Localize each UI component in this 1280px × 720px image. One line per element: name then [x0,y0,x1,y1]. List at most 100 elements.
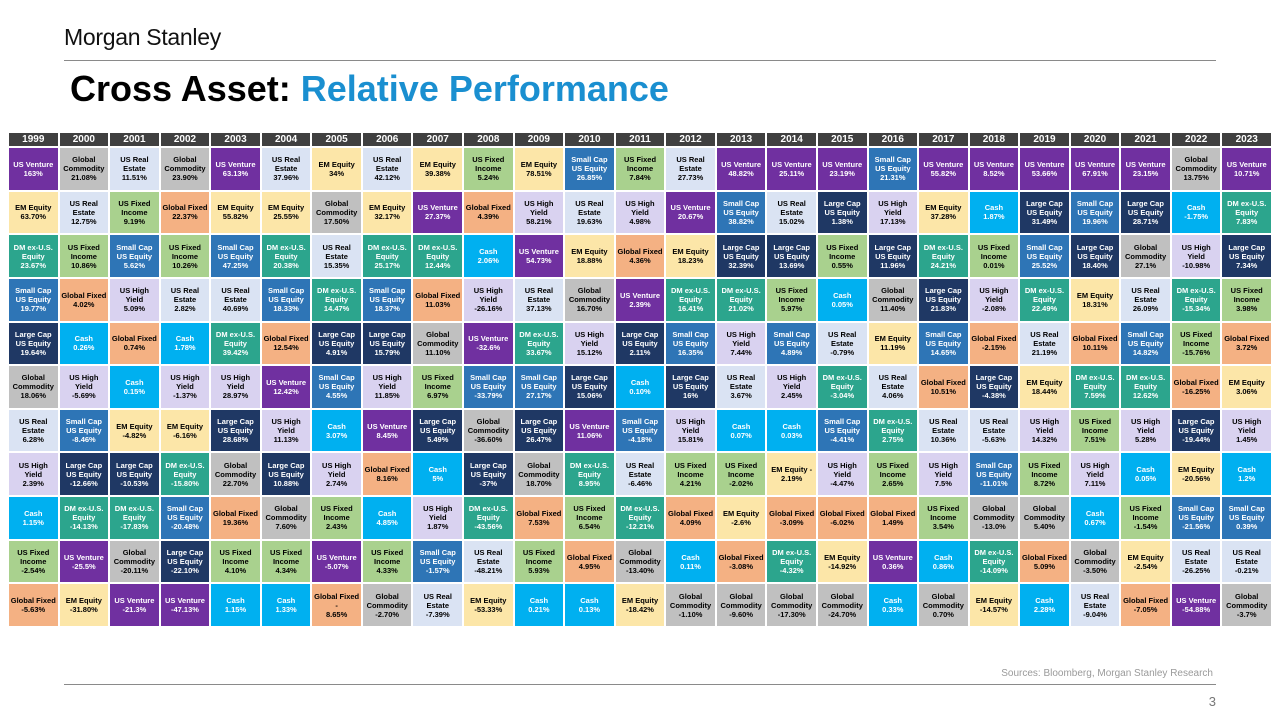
asset-cell: Small Cap US Equity 4.89% [766,321,817,366]
asset-label: EM Equity [1076,290,1114,300]
asset-cell: DM ex-U.S. Equity -4.32% [766,539,817,584]
asset-cell: Small Cap US Equity -21.56% [1170,496,1222,540]
asset-cell: Cash 1.33% [260,583,312,627]
asset-cell: Large Cap US Equity 7.34% [1221,234,1272,278]
asset-label: Cash [984,203,1004,213]
asset-label: Global Commodity [922,591,964,610]
asset-return: -32.6% [476,343,501,353]
asset-cell: US Fixed Income 2.65% [867,452,919,497]
asset-cell: Global Commodity -2.70% [361,583,413,627]
asset-return: 22.49% [1031,304,1058,314]
asset-label: Small Cap US Equity [722,198,760,217]
asset-cell: US Real Estate 2.82% [159,277,211,322]
asset-cell: US Venture 8.52% [968,147,1020,191]
asset-cell: US High Yield -5.69% [58,365,110,409]
asset-cell: Small Cap US Equity 21.31% [867,147,919,191]
asset-cell: DM ex-U.S. Equity 39.42% [210,321,261,366]
year-header: 2002 [159,132,211,147]
asset-cell: DM ex-U.S. Equity -3.04% [816,365,868,409]
asset-label: US Real Estate [474,548,503,567]
asset-cell: Cash 5% [412,452,464,497]
asset-return: 5.62% [123,260,146,270]
asset-label: US High Yield [1029,417,1060,436]
asset-cell: US Fixed Income -1.54% [1120,496,1171,540]
asset-return: 15.06% [576,391,603,401]
asset-cell: DM ex-U.S. Equity 23.67% [8,234,59,278]
asset-label: US High Yield [878,198,908,217]
asset-label: Cash [479,247,498,257]
asset-return: 20.67% [677,212,704,222]
asset-label: Global Commodity [568,286,611,305]
asset-return: 8.52% [983,168,1005,178]
asset-return: -3.50% [1083,566,1107,576]
asset-cell: US Fixed Income 10.86% [58,234,110,278]
asset-return: 4.36% [629,256,651,266]
asset-return: 15.02% [778,216,805,226]
asset-label: US Real Estate [19,417,48,436]
asset-cell: DM ex-U.S. Equity 16.41% [665,277,716,322]
asset-label: EM Equity - [771,465,813,475]
asset-cell: Global Fixed 4.09% [665,496,716,540]
asset-cell: EM Equity -2.6% [715,496,767,540]
asset-cell: Global Fixed -7.05% [1120,583,1171,627]
asset-return: 8.45% [376,430,398,440]
asset-cell: Cash 0.21% [513,583,565,627]
asset-label: US High Yield [69,373,99,392]
asset-cell: US Real Estate 40.69% [210,277,261,322]
asset-label: DM ex-U.S. Equity [1176,286,1216,305]
asset-return: 3.07% [325,430,348,440]
asset-return: -6.16% [173,430,197,440]
asset-cell: US High Yield 58.21% [513,190,565,235]
asset-cell: Global Commodity -3.7% [1221,583,1272,627]
asset-return: -3.04% [830,391,855,401]
asset-cell: US High Yield 17.13% [867,190,919,235]
asset-return: 19.96% [1082,216,1108,226]
asset-return: 15.12% [576,347,603,357]
asset-label: DM ex-U.S. Equity [418,242,458,261]
asset-cell: DM ex-U.S. Equity 7.83% [1221,190,1272,235]
asset-return: -20.11% [120,566,149,576]
asset-label: DM ex-U.S. Equity [266,242,306,261]
asset-cell: Large Cap US Equity 28.68% [210,408,261,453]
asset-label: US Real Estate [170,286,200,305]
asset-label: Global Commodity [771,591,813,610]
asset-return: 12.75% [71,216,97,226]
asset-return: 15.35% [323,260,350,270]
asset-return: 7.83% [1236,216,1258,226]
asset-cell: US Venture 12.42% [260,365,312,409]
asset-return: 26.85% [576,173,603,183]
asset-cell: Cash 0.13% [564,583,615,627]
asset-return: 23.90% [172,173,198,183]
asset-return: 11.51% [121,173,147,183]
asset-return: 10.88% [273,478,299,488]
asset-label: Cash [24,508,43,518]
asset-return: -19.44% [1182,435,1211,445]
asset-label: Global Commodity [214,460,257,479]
asset-label: EM Equity [15,203,52,213]
asset-cell: Large Cap US Equity -4.38% [968,365,1020,409]
asset-cell: EM Equity 39.38% [412,147,464,191]
asset-return: 4.06% [882,391,904,401]
asset-return: 0.33% [882,605,904,615]
asset-cell: Cash 1.15% [210,583,261,627]
asset-return: 18.37% [374,304,400,314]
asset-label: Small Cap US Equity [975,460,1013,479]
asset-cell: Large Cap US Equity -37% [463,452,514,497]
asset-return: -17.83% [120,522,149,532]
asset-cell: Large Cap US Equity 2.11% [614,321,666,366]
asset-return: 18.23% [677,256,704,266]
asset-label: Cash [782,421,801,431]
asset-label: Small Cap US Equity [15,286,52,305]
asset-cell: US High Yield -1.37% [159,365,211,409]
asset-return: 10.86% [71,260,97,270]
asset-label: Small Cap US Equity [318,373,355,392]
asset-return: 4.91% [325,347,348,357]
asset-cell: Small Cap US Equity 18.33% [260,277,312,322]
asset-cell: US Venture 55.82% [918,147,969,191]
asset-label: DM ex-U.S. Equity [923,242,963,261]
year-header: 2004 [260,132,312,147]
asset-return: 8.65% [325,609,348,619]
asset-label: US Fixed Income [826,242,859,261]
asset-cell: US High Yield 1.87% [412,496,464,540]
asset-return: 18.06% [20,391,46,401]
